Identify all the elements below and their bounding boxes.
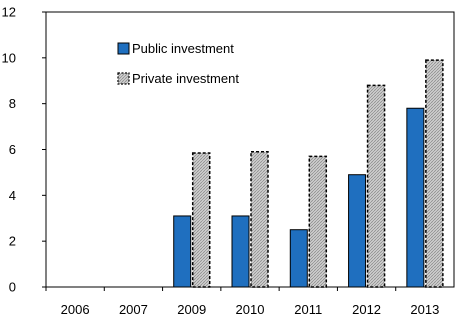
legend-label-public: Public investment [132, 41, 234, 56]
y-tick-label: 0 [9, 280, 16, 295]
legend-swatch-private [117, 72, 130, 85]
x-tick-label: 2013 [410, 302, 439, 317]
legend-label-private: Private investment [132, 71, 239, 86]
bar-public-investment [348, 174, 367, 288]
x-tick-label: 2010 [236, 302, 265, 317]
x-tick-label: 2007 [119, 302, 148, 317]
bar-public-investment [173, 215, 192, 288]
legend: Public investment Private investment [117, 41, 239, 86]
y-tick-label: 12 [2, 5, 16, 20]
x-axis: 2006 2007 2009 2010 2011 2012 2013 [45, 287, 439, 317]
bar-public-investment [289, 229, 308, 288]
x-tick-label: 2006 [61, 302, 90, 317]
bar-private-investment [366, 84, 386, 288]
x-tick-label: 2009 [177, 302, 206, 317]
x-tick-label: 2012 [352, 302, 381, 317]
bar-public-investment [231, 215, 250, 288]
y-tick-label: 6 [9, 142, 16, 157]
bar-private-investment [191, 152, 211, 288]
y-tick-label: 10 [2, 50, 16, 65]
bar-private-investment [250, 151, 269, 288]
bar-public-investment [406, 107, 425, 288]
y-tick-label: 2 [9, 234, 16, 249]
legend-swatch-public [117, 42, 130, 55]
x-tick-label: 2011 [294, 302, 322, 317]
bar-private-investment [425, 59, 444, 288]
bar-private-investment [308, 155, 328, 288]
y-tick-label: 4 [9, 188, 16, 203]
bars [173, 59, 444, 288]
y-tick-label: 8 [9, 96, 16, 111]
plot-frame [45, 11, 455, 288]
y-axis: 0 2 4 6 8 10 12 [2, 5, 46, 295]
